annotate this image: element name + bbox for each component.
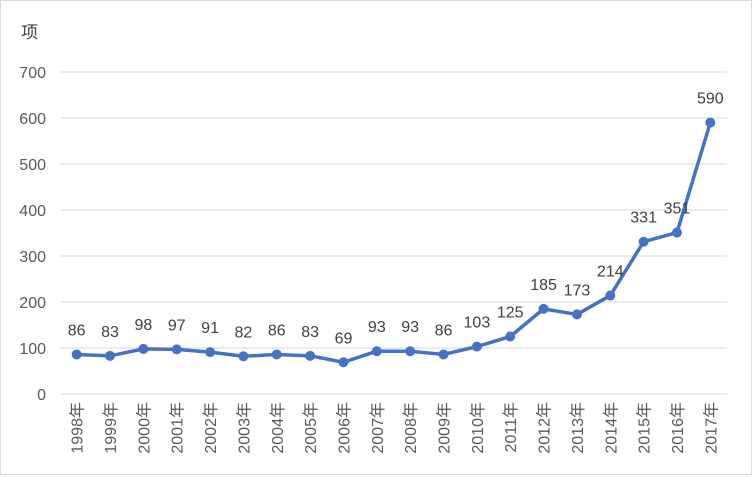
x-tick-label: 2015年 [636,402,654,454]
y-tick-label: 500 [19,157,46,174]
x-tick-label: 2002年 [202,402,220,454]
x-tick-label: 2005年 [302,402,320,454]
y-tick-label: 200 [19,295,46,312]
data-label: 590 [697,91,724,108]
data-label: 98 [134,317,152,334]
data-point [138,343,149,354]
x-tick-label: 2001年 [169,402,187,454]
x-tick-label: 2012年 [536,402,554,454]
x-tick-label: 1998年 [69,402,87,454]
data-point [638,236,649,247]
y-tick-label: 700 [19,65,46,82]
gridlines [60,71,727,395]
x-tick-label: 2009年 [436,402,454,454]
data-point [538,303,549,314]
x-tick-label: 2014年 [602,402,620,454]
data-label: 331 [630,210,657,227]
data-label: 97 [168,317,186,334]
y-tick-label: 0 [37,387,46,404]
x-tick-label: 2017年 [702,402,720,454]
series-layer [71,117,716,368]
data-point [705,117,716,128]
data-label: 83 [101,324,119,341]
data-point [71,349,82,360]
x-tick-label: 2016年 [669,402,687,454]
data-label: 173 [564,282,591,299]
x-tick-label: 2011年 [502,402,520,452]
data-label: 91 [201,320,219,337]
data-label: 214 [597,264,624,281]
data-point [338,357,349,368]
x-tick-label: 2013年 [569,402,587,454]
series-line [74,120,713,365]
y-tick-label: 400 [19,203,46,220]
data-point [371,346,382,357]
y-tick-label: 100 [19,341,46,358]
data-point [605,290,616,301]
x-tick-label: 1999年 [102,402,120,454]
y-tick-label: 600 [19,111,46,128]
data-label: 185 [530,277,557,294]
data-label: 125 [497,305,524,322]
data-point [571,309,582,320]
x-tick-label: 2007年 [369,402,387,454]
data-label: 86 [68,322,86,339]
data-point [105,350,116,361]
data-labels: 86 83 98 97 91 82 86 83 69 93 93 86 103 125 185 173 214 3… [68,91,724,348]
x-tick-label: 2010年 [469,402,487,454]
data-point [471,341,482,352]
data-label: 93 [401,319,419,336]
data-point [271,349,282,360]
data-label: 86 [435,322,453,339]
data-point [671,227,682,238]
y-tick-label: 300 [19,249,46,266]
x-axis-ticks: 1998年 1999年 2000年 2001年 2002年 2003年 2004年 2005年… [69,402,721,454]
x-tick-label: 2004年 [269,402,287,454]
data-point [405,346,416,357]
data-point [171,344,182,355]
x-tick-label: 2006年 [335,402,353,454]
data-label: 83 [301,324,319,341]
x-tick-label: 2003年 [235,402,253,454]
data-label: 351 [664,201,691,218]
data-label: 86 [268,322,286,339]
data-label: 82 [235,324,253,341]
data-point [438,349,449,360]
data-point [205,347,216,358]
data-point [505,331,516,342]
y-axis-ticks: 0 100 200 300 400 500 600 700 [19,65,46,404]
data-label: 93 [368,319,386,336]
data-point [238,351,249,362]
data-point [305,350,316,361]
data-label: 103 [464,315,491,332]
data-label: 69 [335,330,353,347]
x-tick-label: 2008年 [402,402,420,454]
x-tick-label: 2000年 [135,402,153,454]
y-axis-unit-label: 项 [21,23,38,42]
